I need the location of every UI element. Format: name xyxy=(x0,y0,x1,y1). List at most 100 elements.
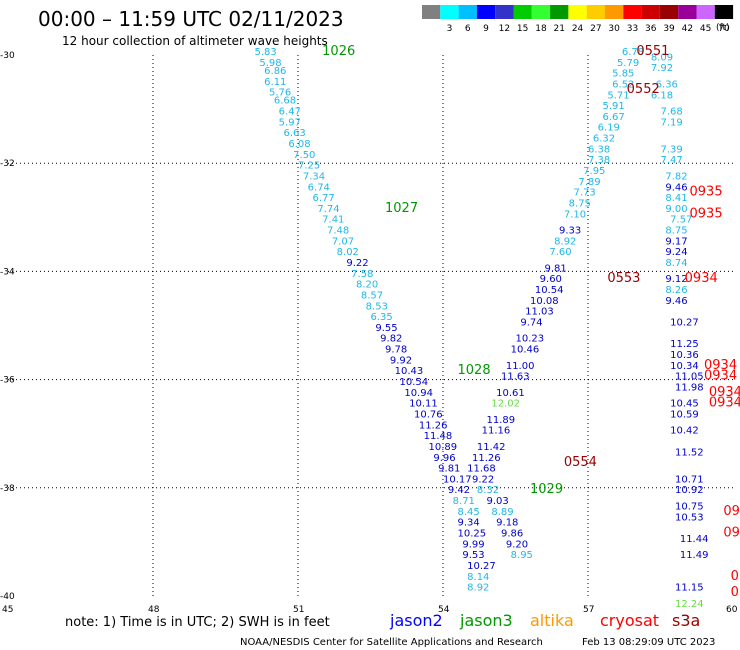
data-points: 5.835.986.866.115.766.686.475.976.636.08… xyxy=(255,47,709,610)
data-point-label: 9.22 xyxy=(472,474,494,485)
data-point-label: 11.89 xyxy=(487,415,516,426)
data-point-label: 9.46 xyxy=(665,296,687,307)
data-point-label: 9.96 xyxy=(433,453,455,464)
color-scale-unit: (ft) xyxy=(716,23,730,33)
data-point-label: 10.23 xyxy=(516,334,545,345)
data-point-label: 6.86 xyxy=(264,66,286,77)
color-scale-swatch xyxy=(550,5,569,19)
data-point-label: 6.36 xyxy=(656,79,678,90)
data-point-label: 9.74 xyxy=(520,318,542,329)
data-point-label: 8.75 xyxy=(665,226,687,237)
data-point-label: 6.47 xyxy=(279,107,301,118)
data-point-label: 7.50 xyxy=(293,150,315,161)
data-point-label: 8.14 xyxy=(467,572,489,583)
data-point-label: 8.41 xyxy=(665,193,687,204)
data-point-label: 10.27 xyxy=(670,318,699,329)
x-tick-label: 57 xyxy=(583,605,594,615)
data-point-label: 11.26 xyxy=(419,420,448,431)
time-labels: 1026 1027 1028 1029 0551 0552 0553 0554 0935 0935… xyxy=(322,44,740,600)
time-label: 0934 xyxy=(704,369,737,384)
data-point-label: 9.24 xyxy=(665,247,687,258)
data-point-label: 10.27 xyxy=(467,561,496,572)
data-point-label: 9.42 xyxy=(448,485,470,496)
x-tick-label: 45 xyxy=(2,605,13,615)
color-scale-swatch xyxy=(422,5,441,19)
data-point-label: 7.89 xyxy=(578,177,600,188)
time-label: 0 xyxy=(731,585,739,600)
time-label: 0934 xyxy=(709,385,740,400)
data-point-label: 7.95 xyxy=(583,166,605,177)
data-point-label: 6.35 xyxy=(371,312,393,323)
data-point-label: 11.48 xyxy=(424,431,453,442)
data-point-label: 6.11 xyxy=(264,77,286,88)
data-point-label: 10.45 xyxy=(670,399,699,410)
color-scale-swatch xyxy=(531,5,551,19)
y-tick-label: -30 xyxy=(0,51,15,61)
data-point-label: 11.49 xyxy=(680,550,709,561)
data-point-label: 8.89 xyxy=(491,507,513,518)
data-point-label: 8.95 xyxy=(511,550,533,561)
data-point-label: 11.63 xyxy=(501,372,530,383)
data-point-label: 9.33 xyxy=(559,226,581,237)
legend-entry-s3a: s3a xyxy=(672,611,700,630)
color-scale-swatch xyxy=(714,5,734,19)
data-point-label: 10.46 xyxy=(511,345,540,356)
color-scale-label: 6 xyxy=(465,24,471,34)
data-point-label: 10.76 xyxy=(414,409,443,420)
time-label: 0551 xyxy=(636,44,669,59)
color-scale-label: 39 xyxy=(663,24,675,34)
y-tick-label: -40 xyxy=(0,592,15,602)
satellite-legend: jason2 jason3 altika cryosat s3a xyxy=(389,611,700,630)
data-point-label: 8.09 xyxy=(651,52,673,63)
data-point-label: 6.74 xyxy=(308,182,330,193)
time-label: 0552 xyxy=(627,82,660,97)
data-point-label: 7.34 xyxy=(303,171,325,182)
color-scale-label: 18 xyxy=(535,24,547,34)
data-point-label: 8.57 xyxy=(361,290,383,301)
data-point-label: 9.53 xyxy=(462,550,484,561)
data-point-label: 12.24 xyxy=(675,599,704,610)
x-tick-label: 48 xyxy=(148,605,160,615)
color-scale-swatch xyxy=(568,5,587,19)
data-point-label: 7.82 xyxy=(665,171,687,182)
plot-grid xyxy=(8,55,733,596)
data-point-label: 7.19 xyxy=(661,117,683,128)
data-point-label: 11.03 xyxy=(525,307,554,318)
data-point-label: 6.78 xyxy=(622,47,644,58)
data-point-label: 10.25 xyxy=(458,528,487,539)
data-point-label: 10.08 xyxy=(530,296,559,307)
x-tick-label: 54 xyxy=(438,605,450,615)
data-point-label: 7.07 xyxy=(332,236,354,247)
data-point-label: 6.67 xyxy=(603,112,625,123)
color-scale-label: 33 xyxy=(627,24,638,34)
data-point-label: 9.81 xyxy=(438,464,460,475)
data-point-label: 5.79 xyxy=(617,58,639,69)
chart-title: 00:00 – 11:59 UTC 02/11/2023 xyxy=(38,7,344,31)
data-point-label: 9.99 xyxy=(462,539,484,550)
data-point-label: 5.71 xyxy=(607,90,629,101)
time-label: 0934 xyxy=(685,271,718,286)
legend-entry-jason3: jason3 xyxy=(459,611,513,630)
data-point-label: 9.46 xyxy=(665,182,687,193)
data-point-label: 10.42 xyxy=(670,426,699,437)
x-tick-label: 60 xyxy=(726,605,738,615)
data-point-label: 11.16 xyxy=(482,426,511,437)
note-text: note: 1) Time is in UTC; 2) SWH is in fe… xyxy=(65,615,330,630)
color-scale-label: 30 xyxy=(608,24,620,34)
data-point-label: 11.98 xyxy=(675,382,704,393)
data-point-label: 11.26 xyxy=(472,453,501,464)
data-point-label: 10.75 xyxy=(675,501,704,512)
y-tick-label: -38 xyxy=(0,484,15,494)
data-point-label: 5.97 xyxy=(279,117,301,128)
data-point-label: 6.08 xyxy=(288,139,310,150)
data-point-label: 10.89 xyxy=(429,442,458,453)
time-label: 09 xyxy=(723,525,740,540)
axis-ticks: 45 48 51 54 57 60 -30 -32 -34 -36 -38 -40 xyxy=(0,51,738,615)
data-point-label: 7.47 xyxy=(661,155,683,166)
data-point-label: 9.20 xyxy=(506,539,528,550)
data-point-label: 10.92 xyxy=(675,485,704,496)
time-label: 0554 xyxy=(564,455,597,470)
data-point-label: 9.17 xyxy=(665,236,687,247)
data-point-label: 11.68 xyxy=(467,464,496,475)
